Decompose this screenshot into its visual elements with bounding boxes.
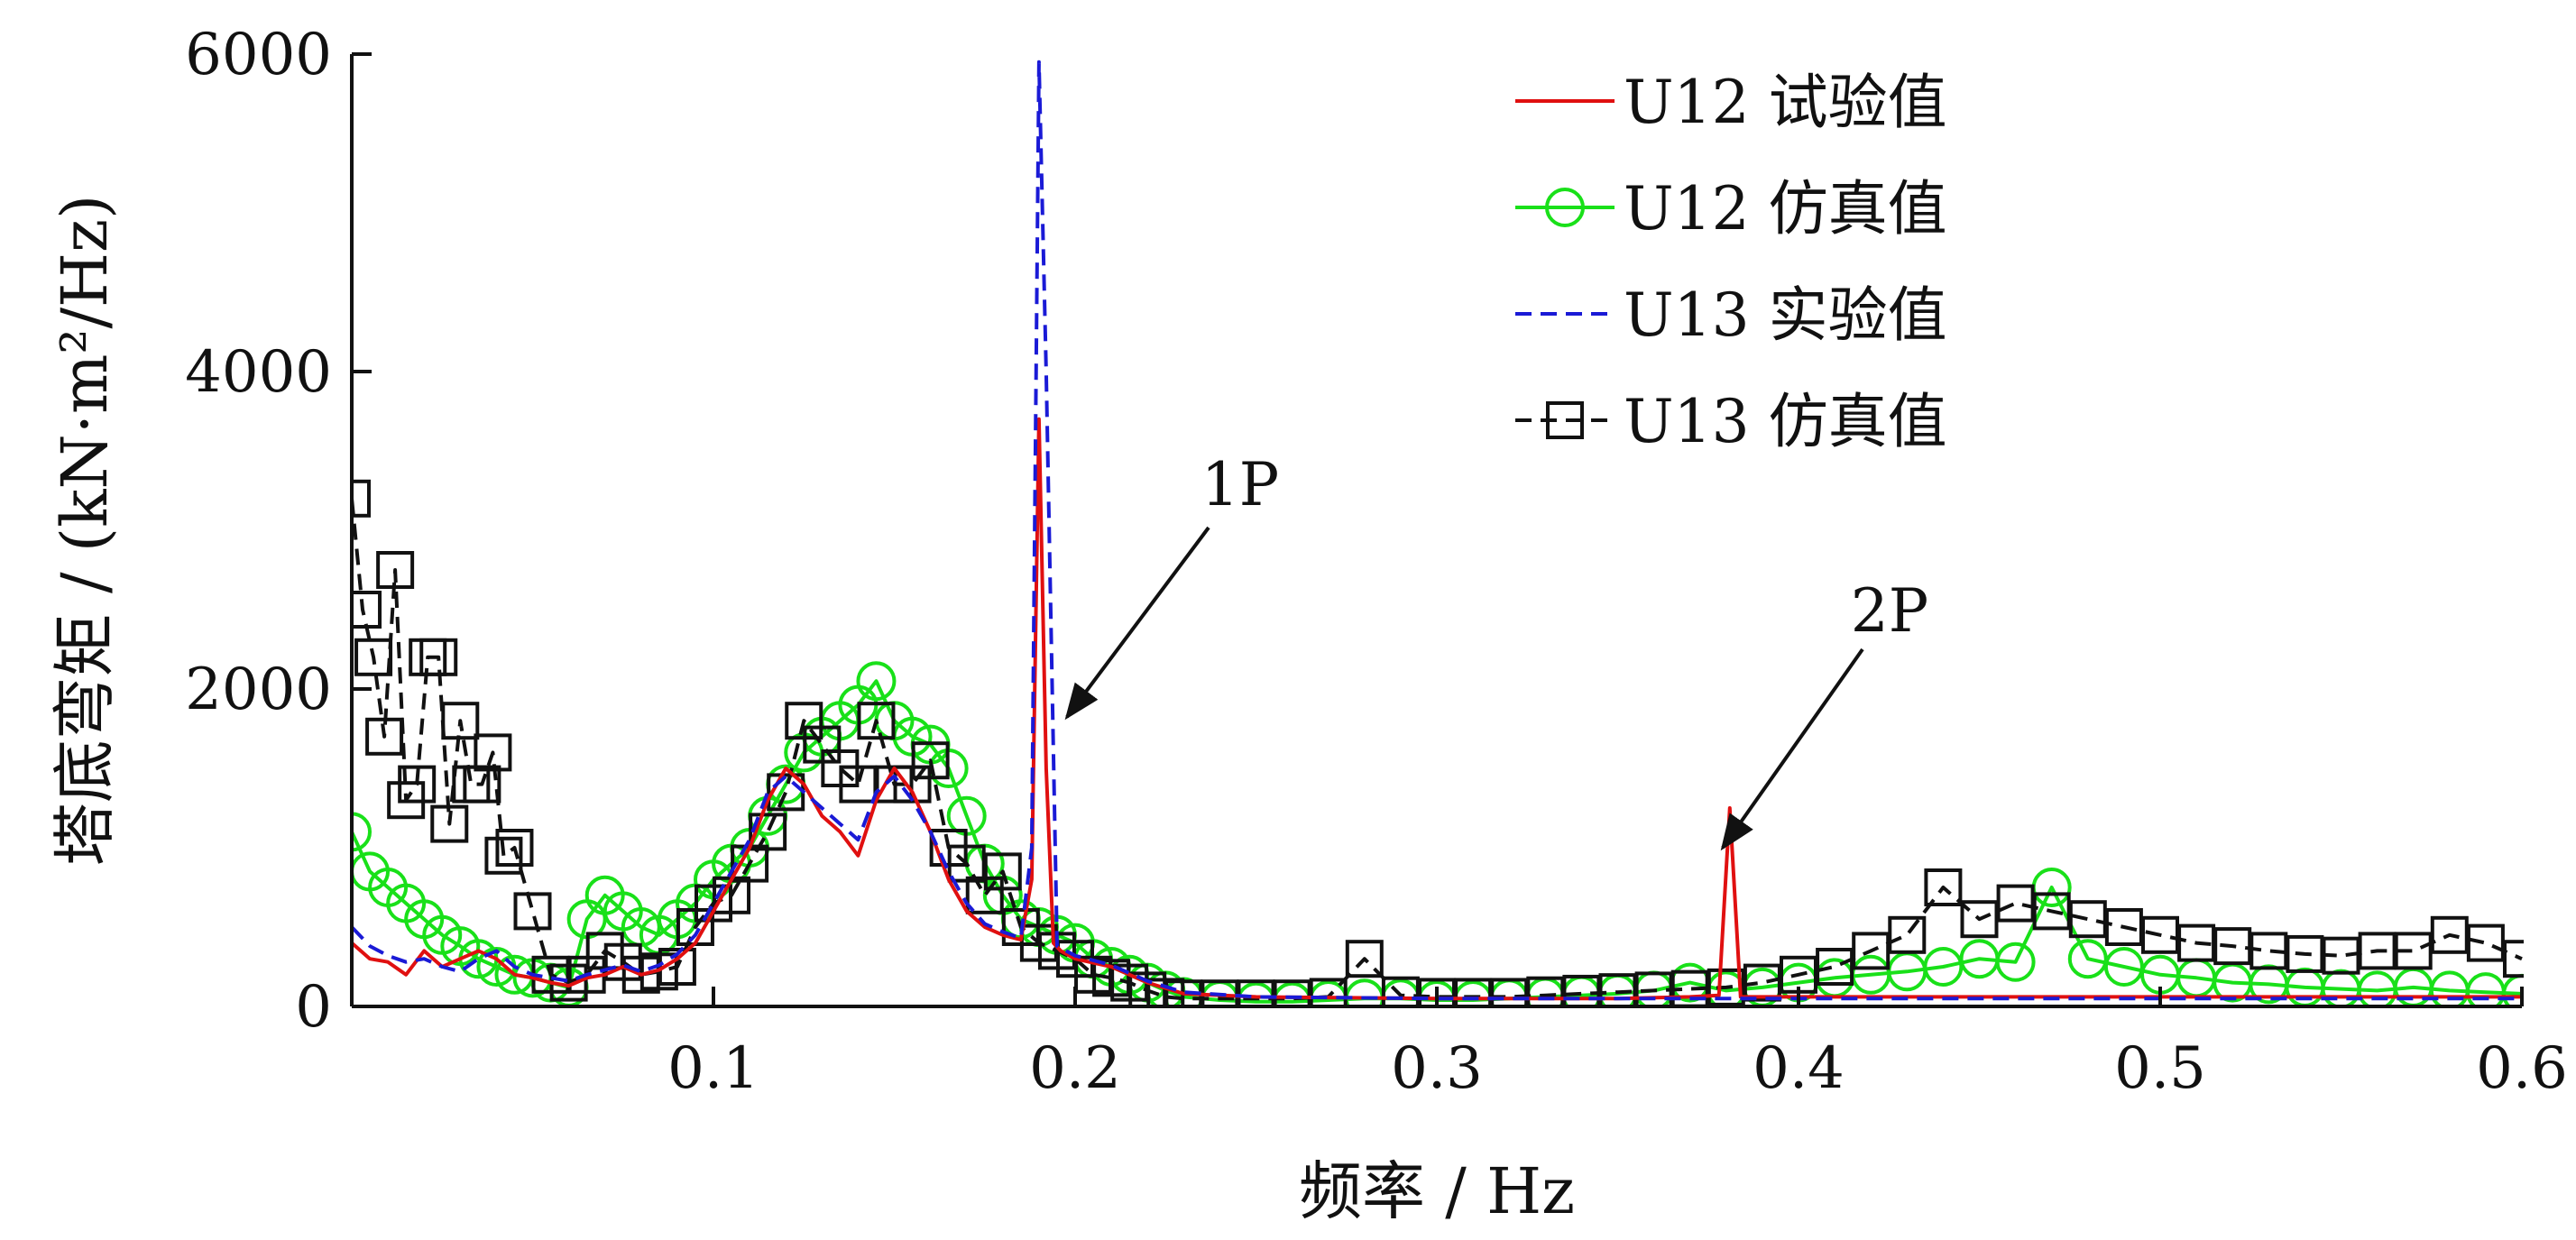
annotation-label: 2P bbox=[1851, 576, 1928, 646]
series-point bbox=[1345, 940, 1384, 978]
series-point bbox=[2032, 892, 2071, 931]
series-point bbox=[441, 702, 480, 740]
series-point bbox=[2358, 932, 2397, 970]
series-U13-实验值 bbox=[350, 60, 2522, 1001]
series-point bbox=[365, 717, 404, 756]
annotation-arrow bbox=[1064, 526, 1210, 721]
series-line bbox=[350, 498, 2523, 1001]
series-point bbox=[2394, 932, 2433, 970]
series-point bbox=[1707, 968, 1745, 1006]
series-point bbox=[983, 852, 1022, 891]
annotations: 1P 2P bbox=[1064, 450, 1928, 851]
series-point bbox=[350, 591, 382, 629]
series-point bbox=[658, 948, 696, 986]
legend-item: U13 仿真值 bbox=[1515, 387, 1947, 456]
series-point bbox=[354, 638, 393, 676]
series-layer bbox=[350, 60, 2524, 1008]
x-axis-label: 频率 / Hz bbox=[1299, 1154, 1575, 1228]
series-point bbox=[1562, 974, 1601, 1008]
x-tick-label: 0.3 bbox=[1391, 1035, 1483, 1102]
series-point bbox=[1888, 915, 1927, 954]
y-ticks: 0 2000 4000 6000 bbox=[185, 22, 372, 1041]
series-line bbox=[350, 60, 2522, 1001]
series-point bbox=[495, 829, 534, 867]
series-point bbox=[2177, 923, 2216, 962]
series-point bbox=[1381, 976, 1420, 1008]
series-point bbox=[2466, 923, 2505, 962]
x-ticks: 0.1 0.2 0.3 0.4 0.5 0.6 bbox=[667, 987, 2568, 1102]
legend-item: U13 实验值 bbox=[1515, 280, 1947, 350]
series-point bbox=[839, 765, 878, 804]
y-tick-label: 2000 bbox=[185, 657, 332, 723]
series-point bbox=[484, 836, 523, 875]
series-point bbox=[2104, 908, 2143, 946]
x-tick-label: 0.2 bbox=[1029, 1035, 1121, 1102]
x-tick-label: 0.4 bbox=[1753, 1035, 1845, 1102]
series-point bbox=[749, 813, 787, 851]
annotation-arrow bbox=[1720, 648, 1864, 851]
series-point bbox=[474, 733, 512, 772]
y-tick-label: 0 bbox=[295, 974, 332, 1041]
series-point bbox=[1852, 932, 1891, 970]
series-point bbox=[513, 892, 552, 931]
series-point bbox=[2141, 915, 2179, 954]
series-point bbox=[2249, 932, 2288, 970]
legend-label: U13 仿真值 bbox=[1624, 387, 1947, 456]
series-point bbox=[376, 551, 415, 589]
y-tick-label: 6000 bbox=[185, 22, 332, 88]
legend-label: U12 试验值 bbox=[1624, 68, 1947, 137]
legend-item: U12 试验值 bbox=[1515, 68, 1947, 137]
series-point bbox=[2213, 927, 2252, 966]
series-point bbox=[1996, 884, 2035, 923]
series-point bbox=[2286, 934, 2324, 973]
annotation-label: 1P bbox=[1201, 450, 1279, 519]
series-point bbox=[1526, 976, 1565, 1008]
series-point bbox=[2322, 936, 2360, 975]
series-point bbox=[419, 638, 458, 676]
series-point bbox=[2068, 900, 2107, 939]
x-tick-label: 0.1 bbox=[667, 1035, 759, 1102]
y-axis-label: 塔底弯矩 / (kN·m²/Hz) bbox=[48, 195, 122, 867]
x-tick-label: 0.5 bbox=[2114, 1035, 2206, 1102]
series-point bbox=[857, 702, 896, 740]
y-tick-label: 4000 bbox=[185, 339, 332, 406]
x-tick-label: 0.6 bbox=[2476, 1035, 2568, 1102]
legend-item: U12 仿真值 bbox=[1515, 174, 1947, 243]
legend: U12 试验值 U12 仿真值 U13 实验值 U13 仿真值 bbox=[1515, 68, 1947, 456]
series-point bbox=[430, 804, 469, 843]
series-point bbox=[2430, 915, 2469, 954]
legend-label: U12 仿真值 bbox=[1624, 174, 1947, 243]
series-point bbox=[1164, 979, 1203, 1008]
series-U13-仿真值 bbox=[350, 479, 2524, 1008]
legend-swatch-marker bbox=[1546, 401, 1584, 439]
series-point bbox=[1598, 973, 1637, 1008]
series-point bbox=[856, 661, 897, 702]
series-point bbox=[1201, 979, 1239, 1008]
series-point bbox=[1816, 948, 1854, 986]
series-point bbox=[2503, 940, 2524, 978]
series-point bbox=[1995, 941, 2036, 982]
series-point bbox=[398, 765, 437, 804]
series-point bbox=[911, 741, 950, 780]
legend-swatch-marker bbox=[1545, 188, 1585, 227]
series-point bbox=[1924, 868, 1963, 906]
legend-label: U13 实验值 bbox=[1624, 280, 1947, 350]
series-point bbox=[1960, 900, 1999, 939]
series-point bbox=[1743, 963, 1781, 1002]
series-point bbox=[463, 765, 501, 804]
